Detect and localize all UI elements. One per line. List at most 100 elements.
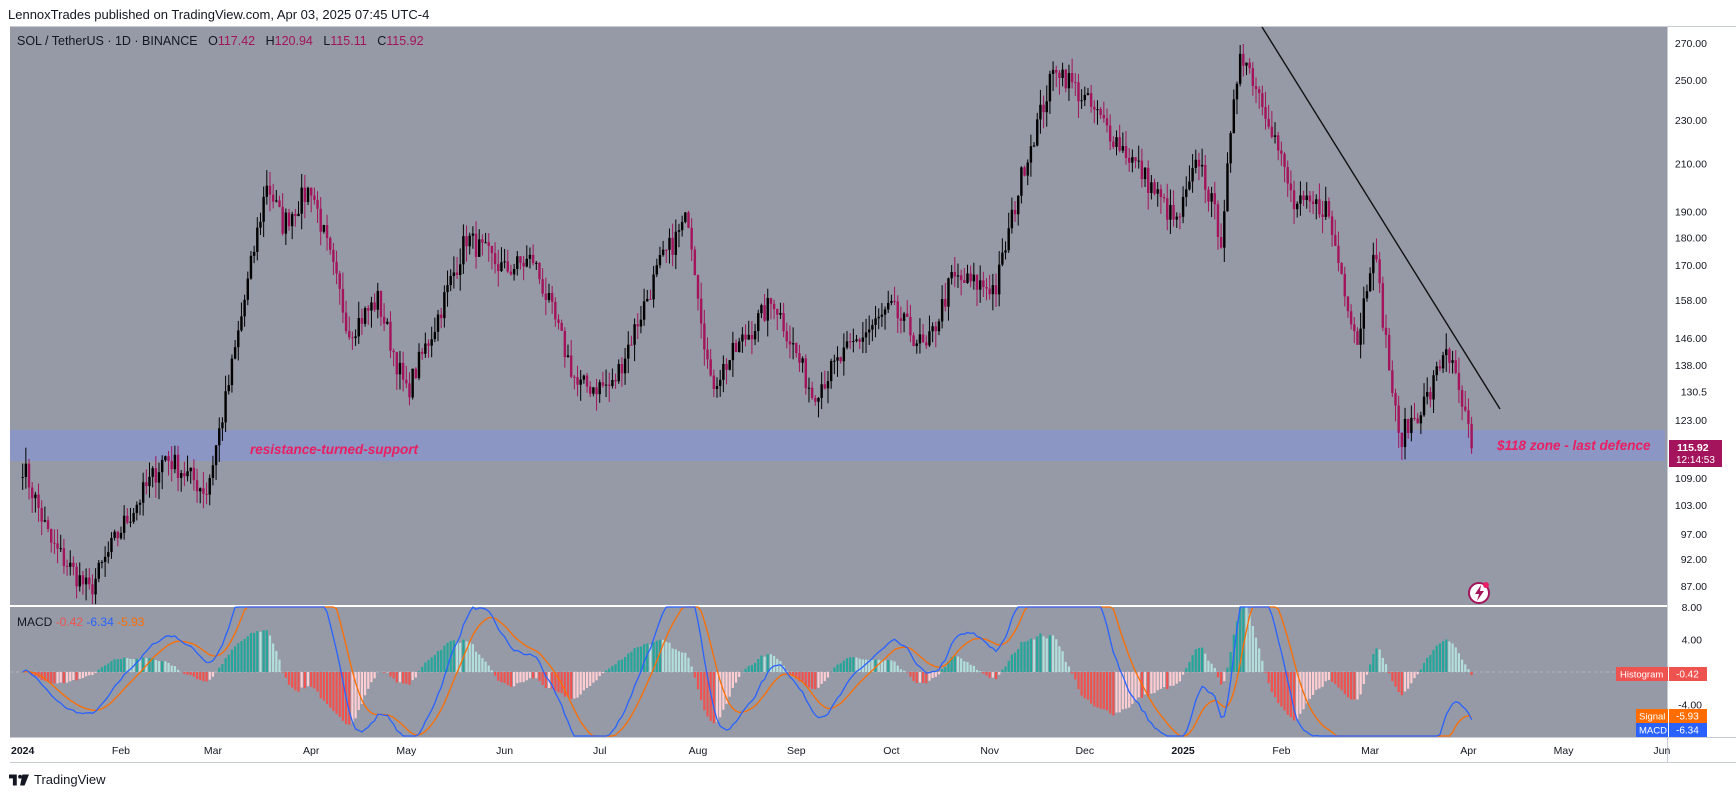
candle-body — [1055, 69, 1058, 73]
candle-body — [1200, 164, 1204, 167]
macd-hist-bar — [627, 653, 630, 672]
candle-body — [665, 249, 668, 251]
candle-body — [912, 335, 915, 347]
macd-hist-bar — [512, 672, 516, 687]
macd-hist-bar — [814, 672, 817, 690]
candle-body — [1166, 198, 1169, 220]
pane-separator[interactable] — [10, 605, 1736, 607]
support-zone[interactable] — [10, 430, 1665, 461]
price-pane[interactable] — [10, 27, 1667, 606]
macd-legend[interactable]: MACD -0.42 -6.34 -5.93 — [17, 615, 144, 629]
candle-body — [1454, 360, 1457, 373]
candle-body — [1045, 101, 1048, 113]
time-axis[interactable]: 2024 Feb Mar Apr May Jun Jul Aug Sep Oct Nov Dec 202… — [11, 745, 1670, 757]
macd-hist-bar — [224, 658, 227, 672]
close-label: C — [377, 34, 387, 48]
candle-body — [588, 386, 592, 394]
downtrend-line[interactable] — [1261, 26, 1501, 410]
macd-hist-bar — [1080, 672, 1083, 696]
candle-body — [497, 264, 500, 272]
candle-body — [75, 566, 78, 587]
brand-footer[interactable]: TradingView — [9, 772, 106, 787]
candle-body — [411, 368, 414, 398]
macd-hist-bar — [709, 672, 712, 721]
candle-body — [332, 249, 335, 262]
candle-body — [1115, 137, 1118, 147]
candle-body — [718, 379, 722, 386]
candle-body — [658, 254, 662, 266]
candle-body — [668, 237, 671, 250]
macd-hist-bar — [912, 672, 915, 682]
candle-body — [1004, 250, 1007, 253]
macd-hist-bar — [902, 670, 906, 672]
candle-body — [947, 278, 950, 307]
candle-body — [1276, 135, 1280, 151]
macd-hist-bar — [1435, 645, 1438, 672]
macd-hist-bar — [1410, 672, 1413, 684]
macd-hist-bar — [1058, 646, 1061, 672]
candle-body — [1337, 245, 1340, 264]
candle-body — [931, 326, 934, 332]
candle-body — [541, 279, 544, 294]
published-line: LennoxTrades published on TradingView.co… — [8, 7, 430, 22]
candle-body — [284, 212, 288, 234]
candle-body — [1051, 69, 1055, 74]
macd-hist-bar — [1460, 659, 1464, 672]
candle-body — [1242, 53, 1245, 66]
candle-body — [151, 468, 154, 477]
candle-body — [1391, 370, 1394, 393]
macd-hist-bar — [864, 659, 868, 672]
macd-hist-bar — [138, 659, 142, 672]
macd-hist-bar — [585, 672, 589, 688]
macd-hist-bar — [655, 640, 658, 672]
candle-body — [34, 494, 37, 499]
candle-body — [579, 379, 582, 385]
candle-body — [858, 339, 861, 342]
macd-hist-bar — [1204, 653, 1207, 672]
macd-hist-bar — [836, 664, 839, 672]
candle-body — [544, 293, 548, 300]
macd-hist-bar — [1296, 672, 1299, 719]
candle-body — [1346, 296, 1350, 312]
candle-body — [180, 473, 183, 478]
alert-lightning-icon[interactable] — [1468, 582, 1490, 604]
macd-hist-bar — [842, 660, 845, 672]
macd-hist-bar — [985, 672, 988, 676]
candle-body — [1381, 283, 1385, 328]
macd-hist-bar — [81, 672, 85, 679]
candle-body — [887, 302, 890, 310]
macd-hist-bar — [1010, 654, 1013, 672]
macd-hist-bar — [402, 672, 405, 684]
candle-body — [1419, 415, 1423, 424]
macd-hist-bar — [211, 672, 215, 677]
candle-body — [972, 274, 976, 282]
macd-hist-bar — [738, 672, 741, 677]
price-axis[interactable]: 270.00 250.00 230.00 210.00 190.00 180.00 170.… — [1675, 38, 1707, 593]
candle-body — [1302, 195, 1305, 201]
svg-text:-6.34: -6.34 — [1676, 726, 1699, 737]
candle-body — [1353, 324, 1356, 332]
candle-body — [424, 343, 427, 354]
macd-hist-bar — [725, 672, 728, 704]
candle-body — [1102, 114, 1106, 119]
symbol-legend[interactable]: SOL / TetherUS · 1D · BINANCE O117.42 H1… — [17, 34, 424, 48]
macd-hist-bar — [1327, 672, 1331, 680]
candle-body — [1118, 137, 1121, 151]
macd-hist-bar — [1311, 672, 1315, 695]
candle-body — [24, 463, 28, 478]
macd-hist-bar — [148, 657, 151, 672]
macd-hist-bar — [915, 672, 918, 684]
macd-axis[interactable]: 8.00 4.00 -4.00 — [1678, 602, 1702, 711]
macd-hist-bar — [1403, 672, 1407, 692]
macd-hist-bar — [1210, 663, 1213, 672]
candle-body — [1283, 153, 1286, 167]
candle-body — [405, 379, 408, 384]
candle-body — [535, 262, 538, 264]
candle-body — [725, 363, 728, 370]
candle-body — [306, 187, 310, 202]
candle-body — [84, 577, 88, 585]
macd-hist-bar — [703, 672, 706, 711]
macd-hist-bar — [509, 672, 513, 687]
macd-hist-bar — [243, 638, 246, 672]
